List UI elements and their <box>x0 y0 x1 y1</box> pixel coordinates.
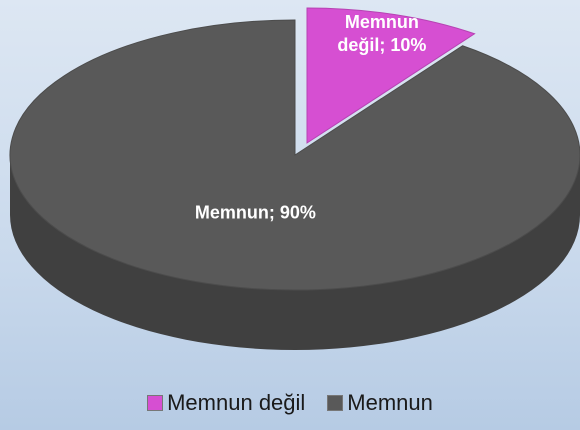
legend-swatch <box>147 395 164 411</box>
data-label: Memnun değil; 10% <box>337 11 427 55</box>
data-label: Memnun; 90% <box>194 202 316 223</box>
pie-plot <box>9 7 580 350</box>
legend-swatch <box>327 395 344 411</box>
pie-slice <box>9 19 580 291</box>
legend: Memnun değil Memnun <box>0 390 580 416</box>
legend-label: Memnun <box>347 390 433 415</box>
pie-slice <box>306 7 476 144</box>
legend-label: Memnun değil <box>167 390 306 415</box>
legend-item: Memnun <box>327 390 433 416</box>
pie-slice-side <box>10 155 580 350</box>
legend-item: Memnun değil <box>147 390 305 416</box>
